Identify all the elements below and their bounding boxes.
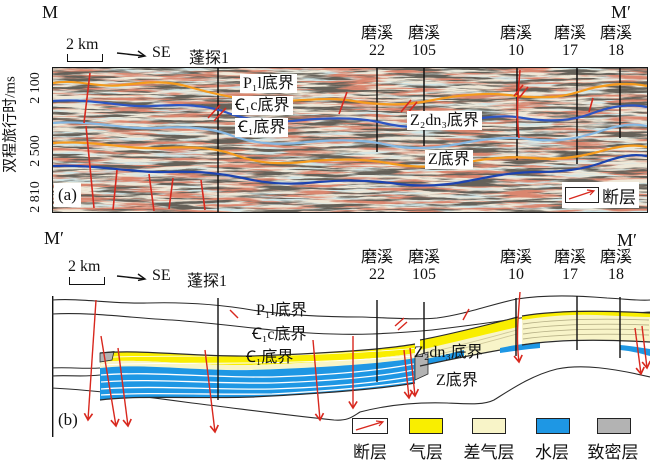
well-label-b-0: 磨溪 22 [360, 249, 393, 283]
horizon-label-b-z2dn3: Z₂dn₃底界 [414, 344, 483, 361]
seismic-well-sticks [217, 68, 621, 212]
tight-swatch [597, 418, 631, 434]
horizon-label-a-z2dn3: Z₂dn₃底界 [407, 111, 482, 130]
well-label-a-1: 磨溪 105 [407, 25, 440, 59]
well-label-b-1: 磨溪 105 [407, 249, 440, 283]
reservoir-package-left [99, 343, 416, 401]
scale-bar-bracket-b [69, 277, 105, 285]
section-well-sticks [217, 296, 621, 400]
horizon-label-a-c1c: Ꞓ₁c底界 [232, 96, 293, 115]
well-label-b-3: 磨溪 17 [553, 249, 586, 283]
horizon-label-b-c1: Ꞓ₁底界 [246, 349, 294, 366]
direction-arrow-a [116, 50, 147, 59]
seismic-image [52, 68, 648, 212]
section-endpoint-right-b: M′ [617, 230, 637, 250]
poor-gas-swatch [472, 418, 506, 434]
well-label-b-4: 磨溪 18 [599, 249, 632, 283]
legend-water-label: 水层 [535, 443, 569, 462]
horizon-label-a-p1l: P₁l底界 [240, 74, 297, 93]
gas-swatch [409, 418, 443, 434]
section-faults [83, 291, 650, 434]
well-label-b-2: 磨溪 10 [499, 249, 532, 283]
legend-gas-label: 气层 [409, 443, 443, 462]
legend-tight-label: 致密层 [587, 443, 639, 462]
direction-label-b: SE [152, 267, 171, 284]
horizon-label-b-z: Z底界 [436, 372, 478, 389]
legend-a-fault-label: 断层 [602, 187, 636, 207]
geologic-section [52, 291, 650, 437]
direction-arrow-b [116, 273, 147, 282]
horizon-label-a-c1: Ꞓ₁底界 [235, 118, 289, 137]
seismic-panel [52, 67, 648, 213]
well-label-a-0: 磨溪 22 [360, 25, 393, 59]
legend-fault-label: 断层 [353, 443, 387, 462]
yaxis-title: 双程旅行时/ms [2, 76, 19, 173]
scale-bar-label-b: 2 km [68, 258, 101, 275]
reservoir-package-right [500, 310, 650, 356]
fault-legend-icon [565, 187, 599, 203]
seismic-horizons [52, 80, 648, 187]
reservoir-package-middle [414, 316, 519, 381]
yaxis-tick-2810: 2 810 [28, 181, 43, 213]
panel-b-tag: (b) [58, 410, 78, 429]
section-endpoint-left-b: M′ [44, 228, 64, 248]
horizon-label-a-z: Z底界 [425, 150, 473, 169]
panel-a-tag: (a) [54, 183, 81, 207]
well-label-a-3: 磨溪 17 [553, 25, 586, 59]
fault-legend-icon [352, 418, 388, 434]
legend-poor-gas-label: 差气层 [463, 443, 515, 462]
section-endpoint-left-a: M [42, 2, 59, 22]
horizon-label-b-p1l: P₁l底界 [256, 302, 307, 319]
yaxis-tick-2100: 2 100 [28, 72, 43, 104]
well-label-pengtan1-a: 蓬探1 [189, 50, 230, 67]
section-endpoint-right-a: M′ [611, 2, 631, 22]
well-label-a-2: 磨溪 10 [499, 25, 532, 59]
water-swatch [536, 418, 570, 434]
horizon-label-b-c1c: Ꞓ₁c底界 [252, 326, 307, 343]
direction-label-a: SE [152, 44, 171, 61]
well-label-a-4: 磨溪 18 [599, 25, 632, 59]
well-label-pengtan1-b: 蓬探1 [187, 273, 228, 290]
yaxis-tick-2500: 2 500 [28, 135, 43, 167]
scale-bar-label-a: 2 km [66, 36, 99, 53]
legend-a: 断层 [562, 182, 639, 208]
scale-bar-bracket-a [67, 54, 103, 62]
seismic-faults [83, 69, 594, 212]
